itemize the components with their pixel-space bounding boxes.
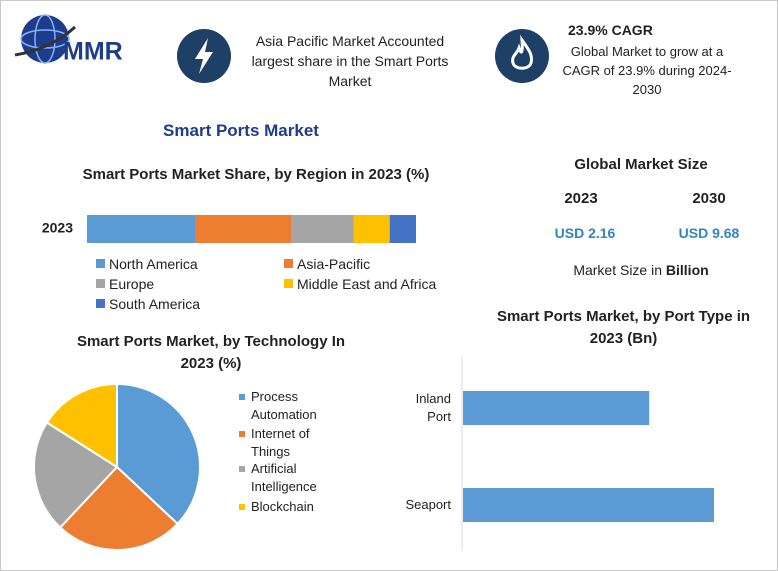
flame-icon bbox=[495, 29, 549, 83]
legend-swatch bbox=[239, 394, 245, 400]
chart-title: Smart Ports Market, by Technology In 202… bbox=[76, 333, 346, 372]
chart-title: Smart Ports Market Share, by Region in 2… bbox=[82, 166, 430, 183]
bar-segment bbox=[353, 215, 390, 243]
bar bbox=[463, 488, 714, 522]
bar-segment bbox=[195, 215, 291, 243]
bar-segment bbox=[87, 215, 196, 243]
legend-label: Blockchain bbox=[251, 499, 314, 514]
legend-label: South America bbox=[109, 296, 201, 312]
bar-segment bbox=[389, 215, 416, 243]
y-tick-label: Seaport bbox=[405, 497, 451, 512]
legend-swatch bbox=[96, 299, 105, 308]
legend-swatch bbox=[284, 259, 293, 268]
bar bbox=[463, 391, 650, 425]
legend-swatch bbox=[239, 466, 245, 472]
technology-chart bbox=[33, 382, 201, 551]
year: 2023 bbox=[564, 190, 598, 207]
callout-text: Asia Pacific Market Accounted largest sh… bbox=[251, 33, 449, 89]
pie-slice bbox=[33, 421, 119, 529]
pie-slice bbox=[58, 465, 179, 551]
year: 2030 bbox=[692, 190, 726, 207]
market-value: USD 9.68 bbox=[678, 225, 740, 241]
legend-label: Europe bbox=[109, 276, 155, 292]
legend-swatch bbox=[96, 279, 105, 288]
legend-swatch bbox=[284, 279, 293, 288]
cagr-title: 23.9% CAGR bbox=[568, 22, 653, 38]
pie-slice bbox=[116, 382, 201, 526]
bolt-icon bbox=[177, 29, 231, 83]
logo-text: MMR bbox=[63, 38, 123, 66]
legend-swatch bbox=[239, 504, 245, 510]
legend-swatch bbox=[239, 431, 245, 437]
legend-swatch bbox=[96, 259, 105, 268]
legend-label: Internet of Things bbox=[251, 426, 310, 459]
legend-label: North America bbox=[109, 256, 198, 272]
note-text: Market Size in bbox=[573, 262, 663, 278]
pie-slice bbox=[45, 382, 118, 469]
main-title: Smart Ports Market bbox=[163, 121, 319, 140]
region-chart: 2023 bbox=[42, 215, 416, 243]
market-value: USD 2.16 bbox=[554, 225, 616, 241]
market-size-title: Global Market Size bbox=[574, 156, 708, 173]
port-type-chart bbox=[461, 356, 714, 551]
legend-label: Middle East and Africa bbox=[297, 276, 437, 292]
bar-segment bbox=[290, 215, 354, 243]
market-size-note: Market Size in Billion bbox=[541, 262, 741, 278]
legend-label: Artificial Intelligence bbox=[251, 461, 317, 494]
note-unit: Billion bbox=[665, 262, 709, 278]
chart-title: Smart Ports Market, by Port Type in 2023… bbox=[496, 308, 751, 347]
legend-label: Process Automation bbox=[251, 389, 317, 422]
cagr-text: Global Market to grow at a CAGR of 23.9%… bbox=[562, 44, 732, 97]
y-tick-label: 2023 bbox=[42, 220, 73, 236]
y-tick-label: Inland Port bbox=[415, 391, 451, 424]
legend-label: Asia-Pacific bbox=[297, 256, 371, 272]
logo: MMR bbox=[14, 14, 123, 66]
